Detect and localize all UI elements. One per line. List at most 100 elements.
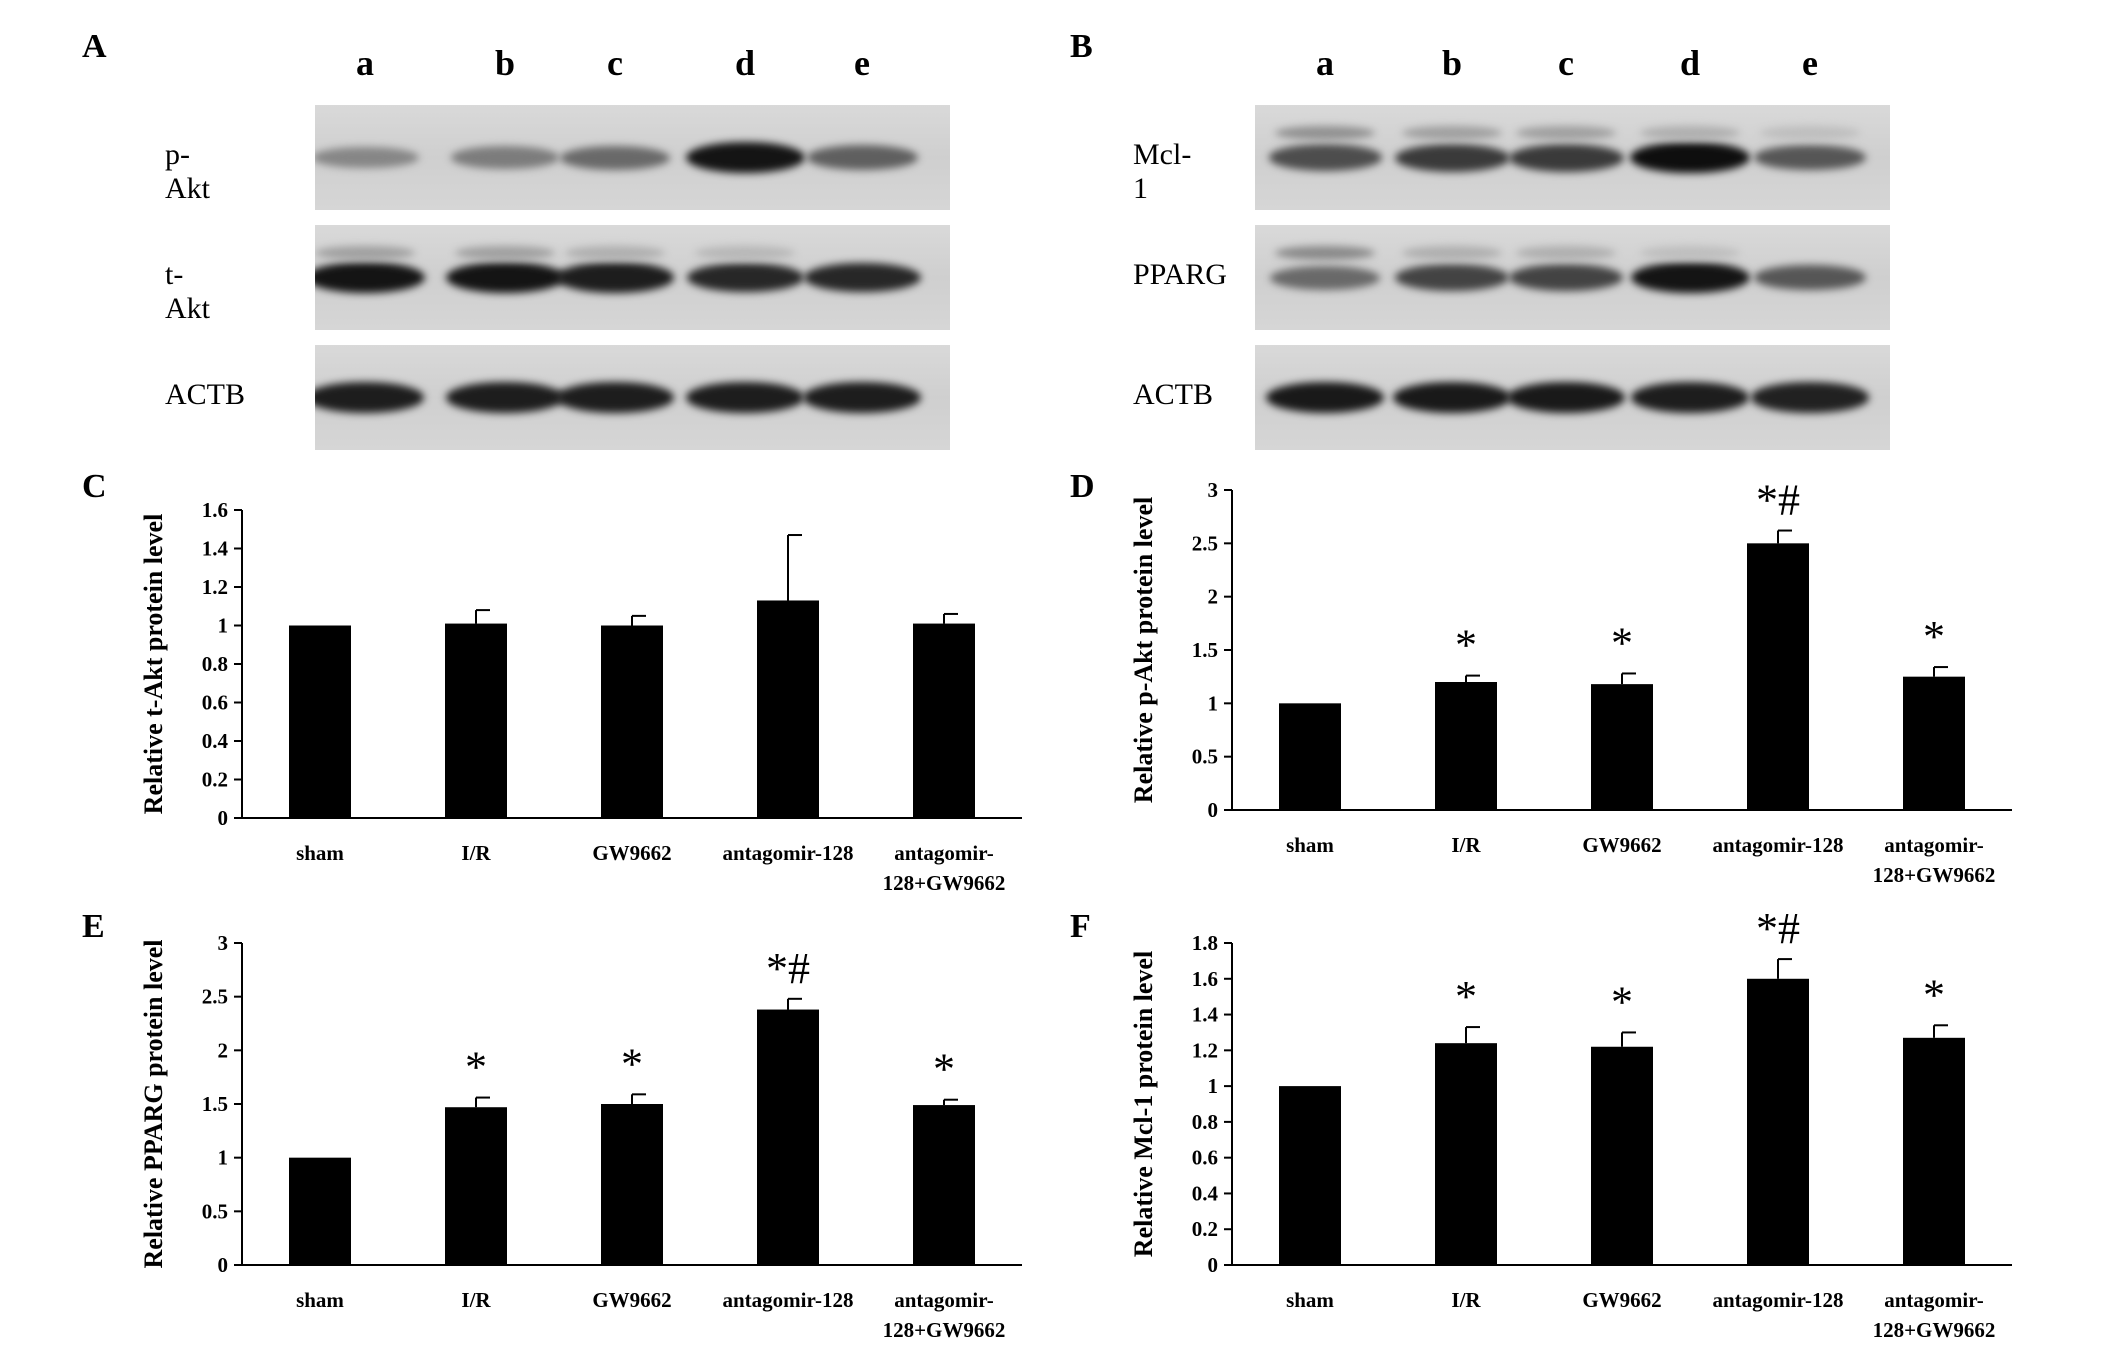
bar-chart-f: Relative Mcl-1 protein level 0 0.2 0.4 0.6 0.… (1129, 904, 2012, 1342)
panel-letter-e: E (82, 908, 105, 945)
lane-label-c: c (1558, 43, 1574, 83)
bar-i-r (445, 1107, 507, 1265)
y-tick-label: 0 (218, 806, 229, 830)
band-secondary (1640, 246, 1740, 260)
bar-sham (289, 625, 351, 818)
band-secondary (565, 246, 665, 260)
y-tick-label: 0.5 (202, 1199, 228, 1223)
x-tick-label: GW9662 (1582, 833, 1661, 857)
x-tick-label: GW9662 (592, 1288, 671, 1312)
band (1394, 143, 1510, 172)
band (685, 141, 805, 174)
y-tick-label: 3 (218, 931, 229, 955)
y-tick-label: 1.5 (202, 1092, 228, 1116)
y-axis-label: Relative PPARG protein level (139, 939, 168, 1268)
y-tick-label: 1 (1208, 691, 1219, 715)
significance-marker: * (933, 1045, 955, 1094)
x-tick-label: GW9662 (1582, 1288, 1661, 1312)
y-tick-label: 1 (218, 614, 229, 638)
band (560, 145, 670, 170)
x-tick-label: antagomir-128 (1712, 1288, 1843, 1312)
y-tick-label: 0.6 (1192, 1146, 1218, 1170)
lane-label-d: d (1679, 43, 1701, 83)
significance-marker: *# (1756, 476, 1800, 525)
bar-chart-c: Relative t-Akt protein level 0 0.2 0.4 0.6 0.… (139, 498, 1022, 895)
significance-marker: * (1455, 972, 1477, 1021)
band (806, 145, 918, 170)
bar-chart-d: Relative p-Akt protein level 0 0.5 1 1.5 2 2.5… (1129, 476, 2012, 887)
band-secondary (1275, 126, 1375, 140)
y-tick-label: 2.5 (1192, 531, 1218, 555)
band (1630, 141, 1750, 174)
bar-antagomir-128-gw9662 (913, 1105, 975, 1265)
blot-label-mcl-1: Mcl-1 (1133, 137, 1192, 205)
lane-label-a: a (356, 43, 374, 83)
x-tick-label: I/R (1451, 833, 1481, 857)
y-tick-label: 0.6 (202, 691, 228, 715)
significance-marker: *# (766, 944, 810, 993)
band (556, 382, 674, 413)
x-tick-label: I/R (461, 841, 491, 865)
y-tick-label: 0 (218, 1253, 229, 1277)
blot-label-actb: ACTB (1133, 377, 1214, 411)
band (1631, 382, 1749, 413)
x-tick-label: GW9662 (592, 841, 671, 865)
panel-letter-b: B (1070, 28, 1093, 65)
x-tick-label: sham (296, 1288, 344, 1312)
x-tick-label: sham (1286, 1288, 1334, 1312)
blot-label-pparg: PPARG (1133, 257, 1227, 291)
panel-letter-c: C (82, 468, 107, 505)
bar-gw9662 (1591, 684, 1653, 810)
blot-strip-mcl-1 (1255, 105, 1890, 210)
band (1508, 143, 1624, 172)
y-tick-label: 0.2 (1192, 1217, 1218, 1241)
band (1751, 382, 1869, 413)
y-tick-label: 2.5 (202, 985, 228, 1009)
y-axis-label: Relative p-Akt protein level (1129, 497, 1158, 803)
y-axis-label: Relative Mcl-1 protein level (1129, 951, 1158, 1257)
band (1630, 261, 1750, 294)
x-tick-label: antagomir-128 (1712, 833, 1843, 857)
y-tick-label: 0.2 (202, 768, 228, 792)
band (1754, 264, 1866, 291)
bar-sham (1279, 1086, 1341, 1265)
blot-strip-t-akt (315, 225, 950, 330)
band-secondary (315, 246, 415, 260)
x-tick-label: I/R (461, 1288, 491, 1312)
bar-chart-e: Relative PPARG protein level 0 0.5 1 1.5 2 2.5… (139, 931, 1022, 1342)
x-tick-label: sham (296, 841, 344, 865)
bar-antagomir-128-gw9662 (913, 623, 975, 818)
band (1265, 382, 1385, 413)
x-tick-label: antagomir- (1884, 1288, 1984, 1312)
y-tick-label: 1.4 (1192, 1003, 1219, 1027)
band (556, 262, 674, 293)
band (451, 146, 559, 169)
band-secondary (1275, 246, 1375, 260)
x-tick-label: antagomir- (1884, 833, 1984, 857)
x-tick-label: 128+GW9662 (1873, 863, 1996, 887)
panel-letter-f: F (1070, 908, 1091, 945)
lane-label-e: e (854, 43, 870, 83)
bar-antagomir-128 (757, 1009, 819, 1265)
y-tick-label: 0 (1208, 798, 1219, 822)
x-tick-label: 128+GW9662 (883, 1318, 1006, 1342)
y-tick-label: 0.5 (1192, 745, 1218, 769)
blot-label-t-akt: t-Akt (165, 257, 210, 325)
y-tick-label: 1.6 (1192, 967, 1218, 991)
significance-marker: * (1923, 612, 1945, 661)
significance-marker: * (1923, 970, 1945, 1019)
band-secondary (1402, 246, 1502, 260)
y-tick-label: 2 (218, 1038, 229, 1062)
band (1268, 144, 1382, 171)
band (1395, 263, 1509, 292)
band (803, 382, 921, 413)
y-tick-label: 1 (218, 1146, 229, 1170)
band (686, 262, 804, 293)
bar-antagomir-128-gw9662 (1903, 1037, 1965, 1265)
y-tick-label: 0.8 (1192, 1110, 1218, 1134)
band-secondary (455, 246, 555, 260)
x-tick-label: antagomir-128 (722, 1288, 853, 1312)
bar-i-r (1435, 682, 1497, 810)
x-tick-label: I/R (1451, 1288, 1481, 1312)
lane-label-b: b (1441, 43, 1463, 83)
